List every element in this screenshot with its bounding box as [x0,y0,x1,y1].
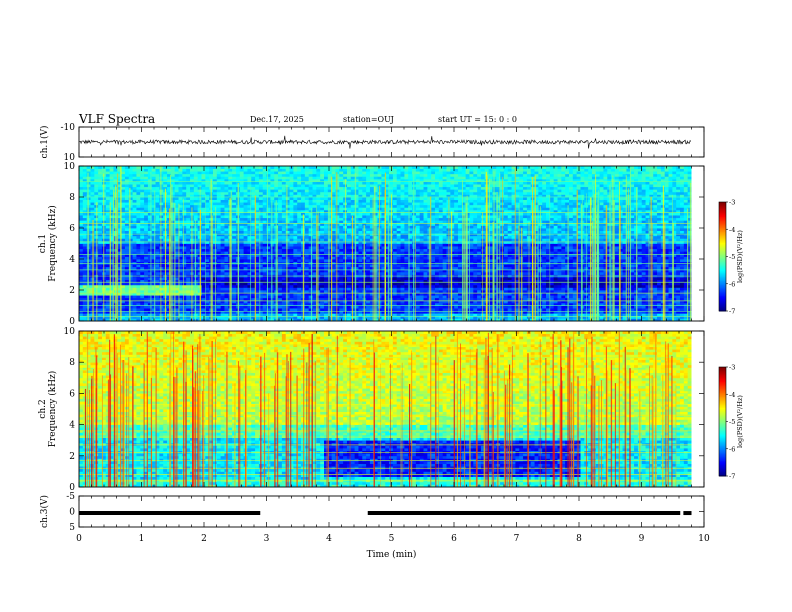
ch1-spectrogram-colorbar-tick: -3 [729,199,735,207]
x-tick-label: 2 [201,534,207,544]
x-tick-label: 1 [139,534,145,544]
x-tick-label: 3 [264,534,270,544]
x-tick-label: 6 [451,534,457,544]
ch3-y-tick-label: -5 [66,492,75,502]
ch1-spectrogram-y-tick-label: 10 [64,162,76,172]
ch2-spectrogram-colorbar: -3 -4 -5 -6 -7 log(PSD)(V²/Hz) [718,364,744,481]
ch1-spectrogram-y-tick-label: 4 [69,255,75,265]
ch2-spectrogram-y-tick-label: 0 [69,483,75,493]
ch2-spectrogram-colorbar-label: log(PSD)(V²/Hz) [736,395,744,448]
ch3-y-tick-label: 5 [69,523,75,533]
ch3-x-ticks [78,496,705,527]
ch2-spectrogram-ylabel: ch.2 [38,399,48,418]
x-tick-label: 5 [389,534,395,544]
ch2-spectrogram-colorbar-tick: -4 [729,391,735,399]
chart-title: VLF Spectra [79,112,155,126]
ch1-y-tick-label: -10 [61,123,76,133]
ch1-spectrogram-y-tick-label: 2 [69,286,75,296]
ch1-spectrogram-y-tick-label: 6 [69,224,75,234]
ch1-spectrogram-colorbar-tick: -6 [729,280,735,288]
x-tick-label: 7 [514,534,520,544]
ch1-spectrogram-colorbar-tick: -5 [729,253,735,261]
ch1-y-tick-label: 10 [64,153,76,163]
ch2-spectrogram-y-tick-label: 2 [69,452,75,462]
x-tick-label: 4 [326,534,332,544]
ch2-spectrogram-y-tick-label: 8 [69,358,75,368]
ch1-spectrogram [79,166,704,322]
date-label: Dec.17, 2025 [250,115,304,124]
ch2-spectrogram-colorbar-tick: -7 [729,473,735,481]
ch2-spectrogram [79,331,704,488]
ch3-ylabel: ch.3(V) [39,495,50,528]
x-tick-label: 9 [639,534,645,544]
start-time-label: start UT = 15: 0 : 0 [438,115,517,124]
station-label: station=OUJ [343,115,394,124]
ch1-spectrogram-colorbar-tick: -7 [729,308,735,316]
ch1-spectrogram-colorbar-label: log(PSD)(V²/Hz) [736,230,744,283]
x-axis-label: Time (min) [367,549,417,560]
ch1-ylabel: ch.1(V) [39,126,50,159]
ch2-spectrogram-x-ticks [78,331,705,487]
ch3-y-tick-label: 0 [69,508,75,518]
ch1-spectrogram-ylabel-freq: Frequency (kHz) [47,205,58,282]
ch2-spectrogram-colorbar-tick: -6 [729,445,735,453]
x-tick-label: 10 [698,534,710,544]
ch1-spectrogram-y-tick-label: 8 [69,193,75,203]
ch1-waveform-line [78,135,692,149]
ch2-spectrogram-y-tick-label: 10 [64,327,76,337]
ch1-spectrogram-ylabel: ch.1 [38,234,48,253]
ch2-spectrogram-colorbar-tick: -3 [729,364,735,372]
ch2-spectrogram-ylabel-freq: Frequency (kHz) [47,371,58,448]
ch1-spectrogram-y-tick-label: 0 [69,317,75,327]
ch1-x-ticks [78,127,705,157]
ch1-spectrogram-colorbar-tick: -4 [729,226,735,234]
x-tick-label: 0 [76,534,82,544]
ch2-spectrogram-colorbar-tick: -5 [729,418,735,426]
ch2-spectrogram-y-tick-label: 4 [69,421,75,431]
ch1-spectrogram-x-ticks [78,166,705,321]
ch1-spectrogram-colorbar: -3 -4 -5 -6 -7 log(PSD)(V²/Hz) [718,199,744,316]
x-tick-label: 8 [576,534,582,544]
ch2-spectrogram-y-tick-label: 6 [69,389,75,399]
